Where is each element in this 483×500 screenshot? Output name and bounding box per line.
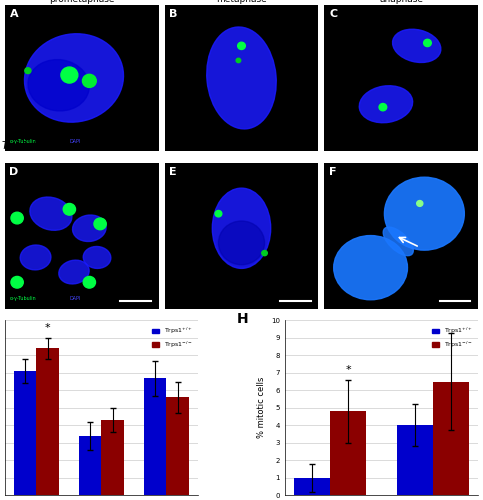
Text: α-γ-Tubulin: α-γ-Tubulin	[10, 296, 36, 301]
Bar	[294, 478, 330, 495]
Ellipse shape	[25, 34, 124, 122]
Ellipse shape	[213, 188, 270, 268]
Legend: Trps1$^{+/+}$, Trps1$^{-/-}$: Trps1$^{+/+}$, Trps1$^{-/-}$	[150, 324, 195, 352]
Ellipse shape	[83, 246, 111, 268]
Circle shape	[83, 276, 96, 288]
Ellipse shape	[207, 27, 276, 129]
Text: Trps1-/-: Trps1-/-	[2, 140, 39, 150]
Ellipse shape	[393, 29, 441, 62]
Bar	[433, 382, 469, 495]
Text: H: H	[237, 312, 248, 326]
Ellipse shape	[334, 236, 408, 300]
Circle shape	[236, 58, 241, 62]
Text: DAPI: DAPI	[70, 138, 81, 143]
Text: C: C	[329, 10, 337, 20]
Y-axis label: % mitotic cells: % mitotic cells	[256, 377, 266, 438]
Bar	[36, 348, 59, 495]
Title: metaphase: metaphase	[216, 0, 267, 4]
Text: E: E	[169, 167, 177, 177]
Circle shape	[11, 212, 23, 224]
Circle shape	[262, 250, 267, 256]
Bar	[14, 371, 36, 495]
Title: anaphase: anaphase	[379, 0, 423, 4]
Text: F: F	[329, 167, 337, 177]
Text: α-γ-Tubulin: α-γ-Tubulin	[10, 138, 36, 143]
Circle shape	[25, 68, 31, 73]
Circle shape	[238, 42, 245, 50]
Text: *: *	[345, 364, 351, 374]
Bar	[79, 436, 101, 495]
Ellipse shape	[384, 177, 464, 250]
Ellipse shape	[30, 197, 72, 230]
Ellipse shape	[72, 215, 106, 242]
Circle shape	[94, 218, 106, 230]
Text: DAPI: DAPI	[70, 296, 81, 301]
Circle shape	[379, 104, 387, 111]
Text: B: B	[169, 10, 178, 20]
Ellipse shape	[28, 60, 89, 111]
Ellipse shape	[359, 86, 412, 122]
Bar	[101, 420, 124, 495]
Text: A: A	[10, 10, 18, 20]
Circle shape	[417, 200, 423, 206]
Bar	[144, 378, 167, 495]
Text: *: *	[45, 322, 51, 332]
Circle shape	[61, 67, 78, 83]
Circle shape	[424, 40, 431, 46]
Title: prometaphase: prometaphase	[49, 0, 114, 4]
Ellipse shape	[383, 227, 413, 256]
Circle shape	[215, 210, 222, 217]
Ellipse shape	[218, 221, 265, 264]
Bar	[330, 411, 366, 495]
Legend: Trps1$^{+/+}$, Trps1$^{-/-}$: Trps1$^{+/+}$, Trps1$^{-/-}$	[430, 324, 475, 352]
Circle shape	[83, 74, 96, 88]
Circle shape	[11, 276, 23, 288]
Ellipse shape	[20, 245, 51, 270]
Circle shape	[63, 204, 75, 215]
Bar	[167, 398, 189, 495]
Bar	[397, 425, 433, 495]
Ellipse shape	[59, 260, 89, 284]
Text: D: D	[10, 167, 19, 177]
